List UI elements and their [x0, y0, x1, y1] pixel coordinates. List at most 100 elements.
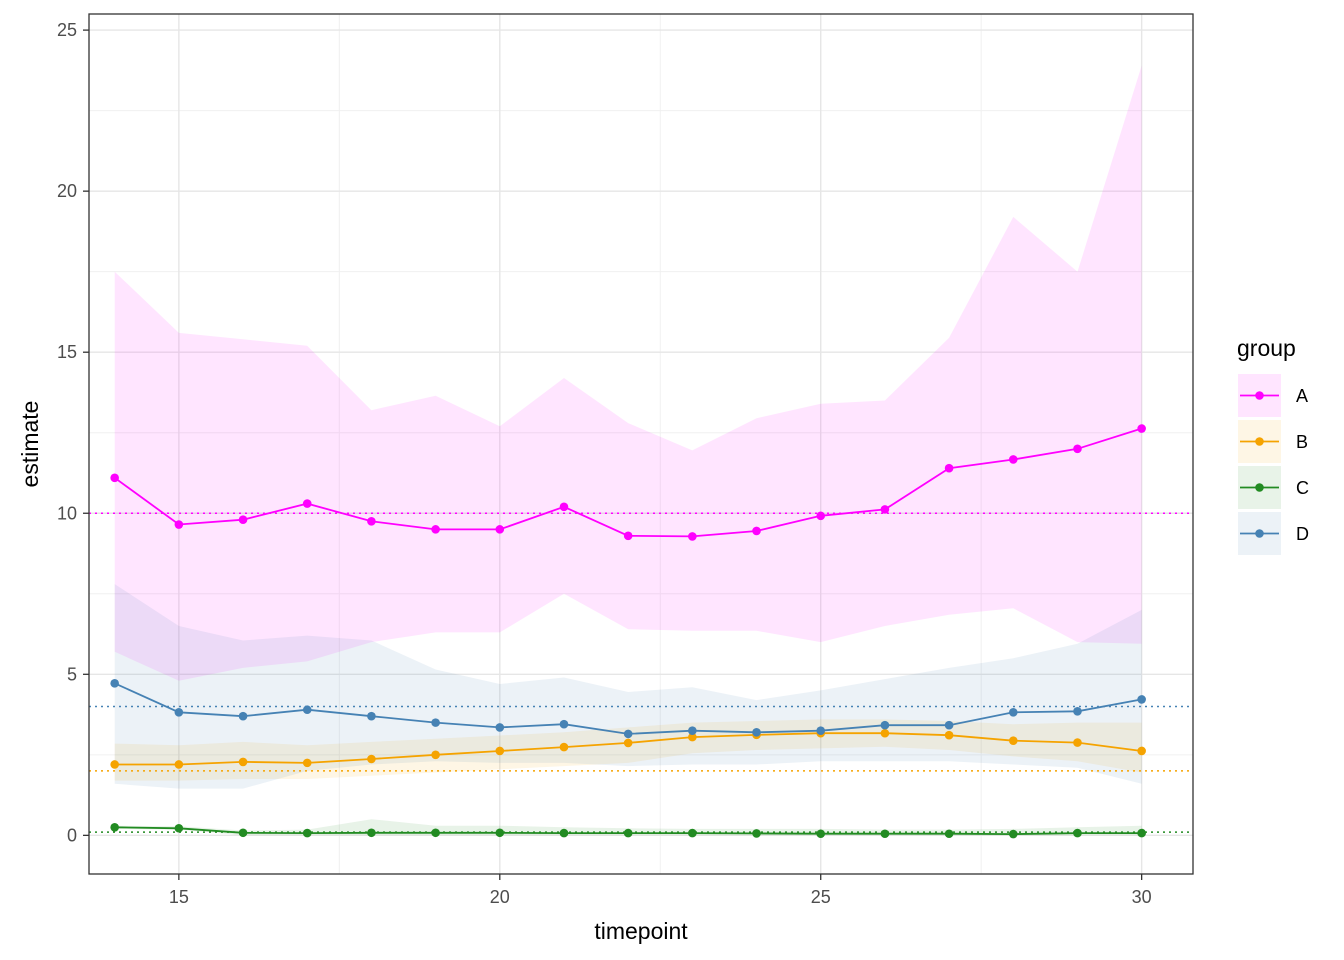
point-D-21	[559, 719, 569, 729]
point-C-24	[752, 829, 761, 838]
point-C-29	[1073, 828, 1082, 838]
plot-border	[88, 13, 1194, 875]
point-C-27	[944, 829, 954, 839]
point-D-26	[880, 720, 890, 730]
point-B-18	[367, 754, 376, 764]
point-A-23	[688, 532, 697, 541]
point-D-24	[752, 727, 761, 737]
y-tick-label-25: 25	[57, 20, 77, 40]
point-A-15	[174, 520, 184, 529]
point-A-26	[880, 505, 890, 514]
legend-label-A: A	[1296, 386, 1308, 406]
point-A-22	[623, 531, 633, 541]
legend-item-B: B	[1238, 420, 1308, 463]
point-B-17	[302, 758, 312, 768]
point-C-19	[431, 828, 440, 838]
point-D-30	[1137, 695, 1146, 704]
point-B-26	[880, 728, 890, 738]
point-A-29	[1073, 444, 1082, 454]
x-tick-label-15: 15	[169, 887, 189, 907]
point-B-19	[431, 750, 440, 760]
point-C-14	[110, 822, 119, 832]
point-A-16	[238, 515, 248, 524]
point-D-25	[816, 726, 826, 735]
point-A-19	[431, 525, 440, 534]
x-tick-label-30: 30	[1132, 887, 1152, 907]
point-C-26	[880, 829, 890, 839]
point-B-21	[559, 742, 569, 752]
point-B-15	[174, 760, 184, 769]
x-axis-title: timepoint	[594, 918, 688, 944]
point-C-25	[816, 829, 826, 839]
point-D-18	[367, 711, 376, 721]
point-B-20	[495, 746, 505, 756]
point-D-17	[302, 705, 312, 715]
legend-title: group	[1237, 335, 1296, 361]
legend-point-C	[1255, 483, 1264, 492]
y-tick-label-15: 15	[57, 342, 77, 362]
point-D-14	[110, 679, 119, 688]
y-tick-label-20: 20	[57, 181, 77, 201]
point-C-18	[367, 828, 376, 838]
y-axis-title: estimate	[17, 401, 43, 488]
legend-label-B: B	[1296, 432, 1308, 452]
point-C-21	[559, 828, 569, 838]
point-D-27	[944, 720, 954, 730]
ribbon-A	[114, 65, 1142, 681]
point-C-30	[1137, 828, 1146, 838]
point-A-30	[1137, 424, 1146, 433]
legend-label-D: D	[1296, 524, 1309, 544]
x-tick-label-25: 25	[811, 887, 831, 907]
point-A-24	[752, 526, 761, 536]
point-A-27	[944, 463, 954, 473]
legend-label-C: C	[1296, 478, 1309, 498]
point-B-22	[623, 738, 633, 748]
point-B-28	[1008, 736, 1018, 745]
x-tick-label-20: 20	[490, 887, 510, 907]
point-B-16	[238, 757, 248, 767]
point-C-20	[495, 828, 505, 838]
point-D-19	[431, 718, 440, 727]
point-A-14	[110, 473, 119, 483]
point-D-28	[1008, 708, 1018, 717]
point-B-29	[1073, 738, 1082, 747]
legend: group A B C D	[1237, 335, 1309, 555]
point-A-21	[559, 502, 569, 512]
plot-background	[89, 14, 1193, 874]
point-B-30	[1137, 746, 1146, 756]
point-D-23	[688, 726, 697, 735]
point-C-22	[623, 828, 633, 838]
point-C-16	[238, 828, 248, 838]
legend-point-B	[1255, 437, 1264, 446]
legend-item-D: D	[1238, 512, 1309, 555]
series-points	[110, 424, 1146, 839]
y-tick-label-10: 10	[57, 503, 77, 523]
point-C-17	[302, 828, 312, 838]
point-A-18	[367, 517, 376, 526]
point-B-14	[110, 760, 119, 769]
point-A-20	[495, 525, 505, 534]
reference-lines	[89, 512, 1193, 833]
legend-item-A: A	[1238, 374, 1308, 417]
y-tick-label-0: 0	[67, 825, 77, 845]
point-D-29	[1073, 707, 1082, 716]
point-A-17	[302, 499, 312, 508]
point-D-15	[174, 708, 184, 717]
x-axis: 15 20 25 30	[169, 874, 1152, 907]
legend-item-C: C	[1238, 466, 1309, 509]
point-A-25	[816, 511, 826, 521]
point-B-23	[688, 732, 697, 742]
legend-point-D	[1255, 529, 1264, 538]
point-D-16	[238, 711, 248, 721]
y-tick-label-5: 5	[67, 664, 77, 684]
point-C-15	[174, 823, 184, 833]
point-A-28	[1008, 455, 1018, 464]
point-D-22	[623, 729, 633, 739]
point-B-27	[944, 730, 954, 740]
y-axis: 0 5 10 15 20 25	[57, 20, 89, 845]
point-D-20	[495, 723, 505, 732]
legend-point-A	[1255, 391, 1264, 400]
point-C-28	[1008, 829, 1018, 839]
point-C-23	[688, 828, 697, 838]
